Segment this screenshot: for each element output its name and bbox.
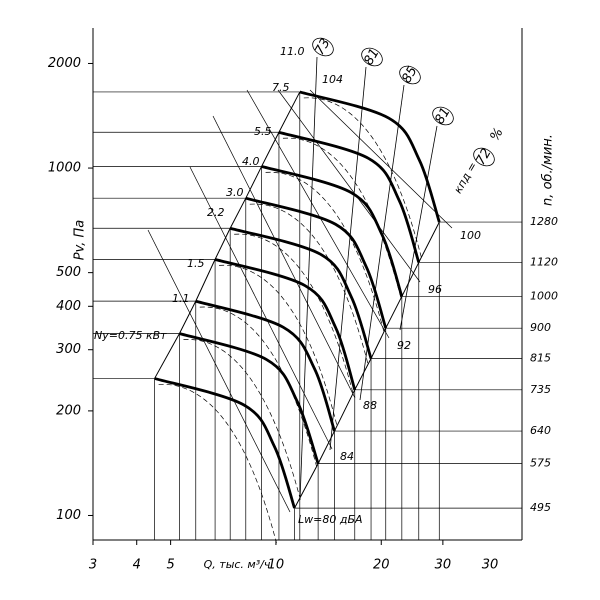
fan-curve <box>214 258 357 391</box>
x-tick-label: 30 <box>435 558 452 573</box>
efficiency-curve <box>303 97 422 258</box>
efficiency-curve <box>199 306 317 467</box>
x-tick-label: 5 <box>166 558 174 573</box>
noise-label: 88 <box>363 399 377 412</box>
noise-line <box>246 89 390 339</box>
efficiency-circle <box>399 65 421 85</box>
efficiency-label: 72 <box>473 146 494 168</box>
fan-curve <box>179 332 320 465</box>
noise-line <box>189 166 333 450</box>
noise-label: 104 <box>322 73 343 86</box>
rpm-label: 575 <box>530 457 551 470</box>
y-axis-title: Pv, Па <box>73 220 88 261</box>
y-tick-label: 300 <box>56 342 81 357</box>
rpm-label: 495 <box>530 501 551 514</box>
noise-label: 84 <box>340 450 354 463</box>
y2-axis-title: n, об./мин. <box>541 134 556 206</box>
efficiency-line <box>359 84 405 401</box>
efficiency-label: 81 <box>361 46 382 68</box>
x-tick-label: 10 <box>268 558 285 573</box>
boundary-line <box>154 91 301 379</box>
fan-curve <box>245 196 388 329</box>
noise-label: 96 <box>428 283 442 296</box>
noise-line <box>309 89 453 229</box>
fan-curve <box>195 299 336 432</box>
x-tick-label: 4 <box>133 558 141 573</box>
efficiency-curve <box>219 265 338 425</box>
x-tick-label: 3 <box>89 558 97 573</box>
fan-curve <box>278 130 421 263</box>
fan-curve <box>229 226 373 359</box>
y-tick-label: 1000 <box>48 161 81 176</box>
efficiency-curve <box>158 384 277 544</box>
power-label: Ny=0.75 кВт <box>94 329 167 342</box>
efficiency-circle <box>473 147 495 167</box>
rpm-label: 815 <box>530 352 551 365</box>
power-label: 2.2 <box>207 206 225 219</box>
power-label: 1.5 <box>187 257 205 270</box>
efficiency-circle <box>361 47 383 67</box>
power-label: 11.0 <box>280 45 305 58</box>
noise-line <box>147 229 291 513</box>
efficiency-curve <box>234 233 354 394</box>
power-label: 4.0 <box>242 155 260 168</box>
efficiency-line <box>399 125 438 331</box>
rpm-label: 640 <box>530 424 551 437</box>
efficiency-circle <box>312 37 334 57</box>
power-label: 1.1 <box>172 292 190 305</box>
efficiency-unit: % <box>488 126 507 144</box>
efficiency-label: 81 <box>432 105 453 127</box>
y-tick-label: 500 <box>56 265 81 280</box>
y-tick-label: 2000 <box>48 56 81 71</box>
rpm-label: 735 <box>530 383 551 396</box>
noise-line <box>212 115 356 399</box>
efficiency-title: кпд = <box>451 160 479 196</box>
power-label: 5.5 <box>254 125 272 138</box>
power-label: 7.5 <box>272 81 290 94</box>
efficiency-curve <box>282 137 402 298</box>
rpm-label: 1120 <box>530 255 558 268</box>
x-tick-label: 20 <box>373 558 390 573</box>
power-label: 3.0 <box>226 186 244 199</box>
efficiency-label: 73 <box>312 36 333 58</box>
efficiency-curve <box>249 203 369 364</box>
y-tick-label: 400 <box>56 299 81 314</box>
noise-label: 92 <box>397 339 411 352</box>
fan-curve <box>261 165 404 297</box>
efficiency-circle <box>432 106 454 126</box>
efficiency-curve <box>183 339 301 499</box>
noise-line <box>277 89 421 283</box>
y-tick-label: 100 <box>56 508 81 523</box>
rpm-label: 1280 <box>530 215 558 228</box>
efficiency-line <box>329 66 367 451</box>
rpm-label: 1000 <box>530 289 558 302</box>
efficiency-line <box>299 56 318 501</box>
fan-curve <box>154 377 296 509</box>
x-axis-title: Q, тыс. м³/ч <box>204 558 271 571</box>
efficiency-label: 85 <box>399 64 420 86</box>
x-tick-label: 30 <box>482 558 499 573</box>
y-tick-label: 200 <box>56 403 81 418</box>
rpm-label: 900 <box>530 321 551 334</box>
efficiency-curve <box>265 172 385 332</box>
noise-label: Lw=80 дБА <box>298 513 363 526</box>
fan-curve <box>299 90 441 223</box>
noise-label: 100 <box>460 229 481 242</box>
